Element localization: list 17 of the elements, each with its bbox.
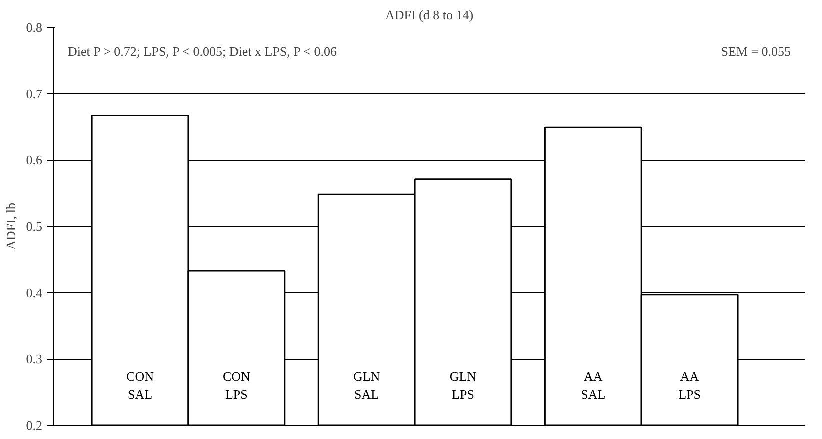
y-tick-label: 0.3 [26, 352, 42, 367]
x-tick-label: CON LPS [222, 369, 252, 402]
x-tick-label: AA SAL [581, 369, 606, 402]
x-tick-label: CON SAL [126, 369, 155, 402]
annotation: Diet P > 0.72; LPS, P < 0.005; Diet x LPS, P < 0.06 [68, 44, 338, 59]
y-tick-label: 0.8 [26, 20, 42, 35]
x-tick-label: GLN LPS [450, 369, 478, 402]
annotation: SEM = 0.055 [721, 44, 792, 59]
y-tick-label: 0.2 [26, 418, 42, 433]
y-axis-title: ADFI, lb [3, 203, 18, 250]
chart-title: ADFI (d 8 to 14) [385, 8, 474, 22]
y-tick-label: 0.6 [26, 152, 43, 168]
y-tick-label: 0.5 [26, 219, 42, 234]
x-tick-label: AA LPS [678, 369, 702, 402]
y-tick-label: 0.7 [26, 86, 43, 102]
x-tick-label: GLN SAL [353, 369, 381, 402]
y-tick-label: 0.4 [26, 285, 43, 300]
